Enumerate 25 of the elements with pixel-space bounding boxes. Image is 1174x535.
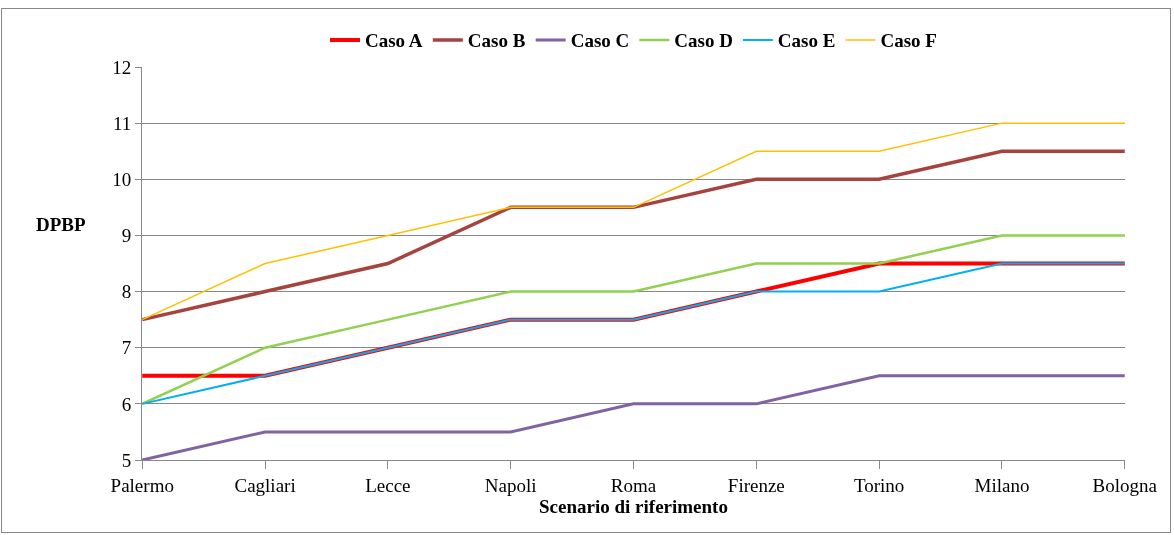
y-tick-label: 12 (112, 56, 132, 78)
y-axis-title: DPBP (36, 214, 86, 235)
x-tick-label: Milano (974, 474, 1030, 496)
y-tick-label: 11 (112, 112, 132, 134)
legend-label: Caso B (467, 30, 526, 52)
y-tick-label: 10 (112, 168, 132, 190)
y-tick-label: 7 (121, 337, 132, 359)
x-tick-label: Napoli (484, 474, 537, 496)
x-axis-title: Scenario di riferimento (539, 495, 728, 517)
y-tick-label: 5 (121, 449, 132, 471)
y-tick-label: 8 (121, 281, 132, 303)
x-tick-label: Torino (853, 474, 905, 496)
y-tick-label: 6 (121, 393, 132, 415)
legend-label: Caso C (570, 30, 630, 52)
x-tick-label: Bologna (1092, 474, 1158, 496)
legend-label: Caso E (777, 30, 836, 52)
x-tick-label: Lecce (365, 474, 411, 496)
x-tick-label: Cagliari (234, 474, 296, 496)
legend-label: Caso F (880, 30, 937, 52)
x-tick-label: Palermo (110, 474, 174, 496)
y-tick-label: 9 (121, 225, 132, 247)
legend-label: Caso D (674, 30, 733, 52)
x-tick-label: Firenze (727, 474, 785, 496)
legend-label: Caso A (365, 30, 423, 52)
x-tick-label: Roma (610, 474, 657, 496)
